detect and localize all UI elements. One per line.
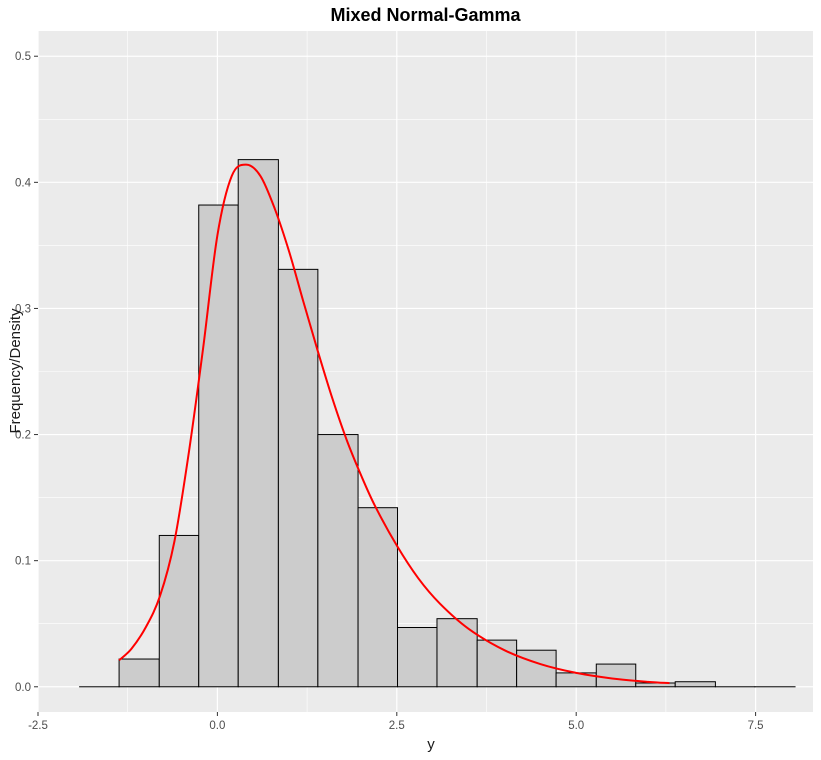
density-curve: [118, 163, 670, 685]
x-tick-label: 5.0: [568, 720, 584, 732]
histogram-bar: [277, 268, 319, 688]
x-axis-label: y: [427, 736, 435, 753]
y-tick-label: 0.5: [15, 51, 31, 63]
histogram-bar: [516, 649, 557, 688]
histogram-bar: [317, 434, 359, 688]
y-tick-label: 0.1: [15, 556, 31, 568]
y-tick-label: 0.4: [15, 177, 32, 189]
histogram-bar: [158, 534, 200, 688]
y-tick-label: 0.3: [15, 303, 31, 315]
x-tick-label: 2.5: [389, 720, 405, 732]
x-tick-label: -2.5: [28, 720, 48, 732]
histogram-bar: [674, 681, 716, 688]
histogram-bar: [397, 627, 438, 688]
histogram-bars: [79, 159, 796, 688]
y-axis-ticks: 0.0 0.1 0.2 0.3 0.4 0.5: [15, 51, 38, 694]
x-axis-ticks: -2.5 0.0 2.5 5.0 7.5: [28, 712, 764, 732]
histogram-bar: [357, 507, 399, 688]
y-tick-label: 0.0: [15, 682, 31, 694]
histogram-bar: [595, 663, 637, 688]
histogram-bar: [237, 159, 279, 688]
y-axis-label: Frequency/Density: [7, 308, 24, 434]
histogram-bar: [436, 618, 478, 688]
y-tick-label: 0.2: [15, 430, 31, 442]
x-tick-label: 0.0: [209, 720, 225, 732]
histogram-bar: [118, 658, 160, 688]
chart-title: Mixed Normal-Gamma: [330, 5, 521, 25]
histogram-bar: [198, 204, 239, 688]
x-tick-label: 7.5: [748, 720, 764, 732]
